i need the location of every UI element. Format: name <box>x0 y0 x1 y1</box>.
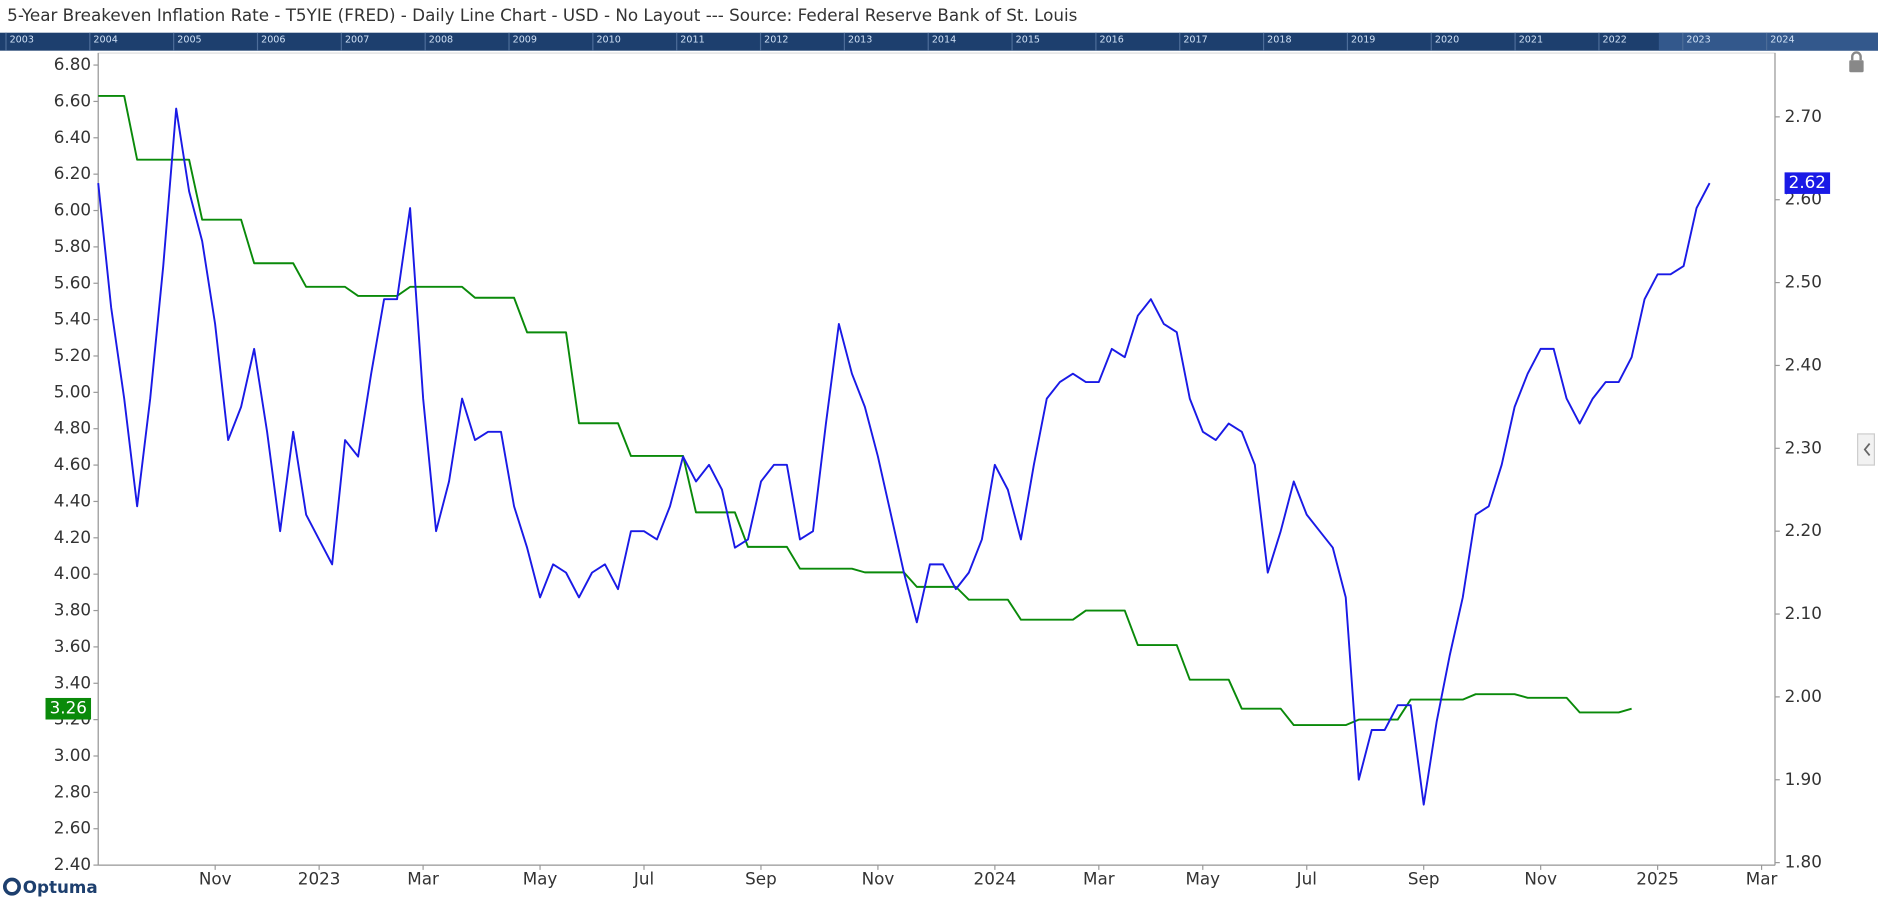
navigator-year: 2011 <box>680 34 704 45</box>
x-tick-label: Nov <box>862 868 895 888</box>
y-tick-label: 5.80 <box>54 236 91 256</box>
navigator-year: 2024 <box>1770 34 1794 45</box>
x-tick-label: Sep <box>745 868 777 888</box>
navigator-year: 2014 <box>932 34 956 45</box>
navigator-year: 2017 <box>1183 34 1207 45</box>
y2-tick-label: 2.20 <box>1785 520 1822 540</box>
navigator-year: 2007 <box>345 34 369 45</box>
series-line <box>98 94 1632 727</box>
collapse-handle[interactable] <box>1857 433 1876 466</box>
y-tick-label: 2.80 <box>54 781 91 801</box>
y-tick-label: 4.00 <box>54 563 91 583</box>
navigator-bar[interactable] <box>0 32 1878 51</box>
navigator-year: 2023 <box>1686 34 1710 45</box>
last-value-label: 2.62 <box>1789 172 1826 192</box>
navigator-year: 2004 <box>93 34 117 45</box>
navigator-window[interactable] <box>1658 32 1878 51</box>
y-tick-label: 2.60 <box>54 818 91 838</box>
y2-tick-label: 2.30 <box>1785 437 1822 457</box>
x-tick-label: 2024 <box>974 868 1017 888</box>
y-tick-label: 4.20 <box>54 527 91 547</box>
navigator-year: 2009 <box>513 34 537 45</box>
y-tick-label: 5.20 <box>54 345 91 365</box>
y-tick-label: 6.40 <box>54 127 91 147</box>
navigator-year: 2020 <box>1435 34 1459 45</box>
y2-tick-label: 2.40 <box>1785 354 1822 374</box>
navigator-year: 2003 <box>10 34 34 45</box>
x-tick-label: Mar <box>1083 868 1115 888</box>
navigator-year: 2015 <box>1016 34 1040 45</box>
y-tick-label: 6.80 <box>54 54 91 74</box>
y-tick-label: 3.60 <box>54 636 91 656</box>
y2-tick-label: 2.00 <box>1785 686 1822 706</box>
brand: Optuma <box>23 877 98 897</box>
x-tick-label: Nov <box>1524 868 1557 888</box>
navigator[interactable]: 2003 2004 2005 2006 2007 2008 2009 2010 2011 2012… <box>0 32 1878 51</box>
y-tick-label: 4.60 <box>54 454 91 474</box>
navigator-year: 2016 <box>1099 34 1123 45</box>
last-value-tag <box>45 697 92 720</box>
last-value-tag <box>1784 172 1831 194</box>
logo: Optuma <box>2 877 98 897</box>
navigator-year: 2018 <box>1267 34 1291 45</box>
x-tick-label: May <box>523 868 558 888</box>
y-tick-label: 6.20 <box>54 163 91 183</box>
navigator-year: 2021 <box>1519 34 1543 45</box>
x-tick-label: Jul <box>633 868 654 888</box>
y-tick-label: 6.60 <box>54 90 91 110</box>
y-tick-label: 4.80 <box>54 418 91 438</box>
last-value-label: 3.26 <box>50 698 87 718</box>
y-tick-label: 3.00 <box>54 745 91 765</box>
chart-title: 5-Year Breakeven Inflation Rate - T5YIE … <box>7 5 1077 25</box>
y-tick-label: 3.40 <box>54 672 91 692</box>
navigator-year: 2019 <box>1351 34 1375 45</box>
y-tick-label: 4.40 <box>54 490 91 510</box>
navigator-year: 2005 <box>177 34 201 45</box>
y2-tick-label: 1.90 <box>1785 769 1822 789</box>
y-tick-label: 3.80 <box>54 600 91 620</box>
x-tick-label: Mar <box>1746 868 1778 888</box>
navigator-year: 2006 <box>261 34 285 45</box>
x-tick-label: May <box>1185 868 1220 888</box>
lock-icon[interactable] <box>1849 51 1864 73</box>
y-tick-label: 5.40 <box>54 309 91 329</box>
x-tick-label: Sep <box>1408 868 1440 888</box>
x-tick-label: 2023 <box>298 868 341 888</box>
navigator-year: 2010 <box>596 34 620 45</box>
x-tick-label: 2025 <box>1636 868 1679 888</box>
y2-tick-label: 2.10 <box>1785 603 1822 623</box>
navigator-year: 2012 <box>764 34 788 45</box>
x-tick-label: Nov <box>199 868 232 888</box>
y-tick-label: 2.40 <box>54 854 91 874</box>
y-tick-label: 5.00 <box>54 381 91 401</box>
series-line <box>97 107 1711 806</box>
y-tick-label: 6.00 <box>54 200 91 220</box>
y2-tick-label: 2.70 <box>1785 106 1822 126</box>
y-tick-label: 5.60 <box>54 272 91 292</box>
navigator-year: 2013 <box>848 34 872 45</box>
x-tick-label: Mar <box>407 868 439 888</box>
x-tick-label: Jul <box>1296 868 1317 888</box>
y2-tick-label: 2.50 <box>1785 272 1822 292</box>
navigator-year: 2008 <box>429 34 453 45</box>
navigator-year: 2022 <box>1603 34 1627 45</box>
y2-tick-label: 1.80 <box>1785 852 1822 872</box>
